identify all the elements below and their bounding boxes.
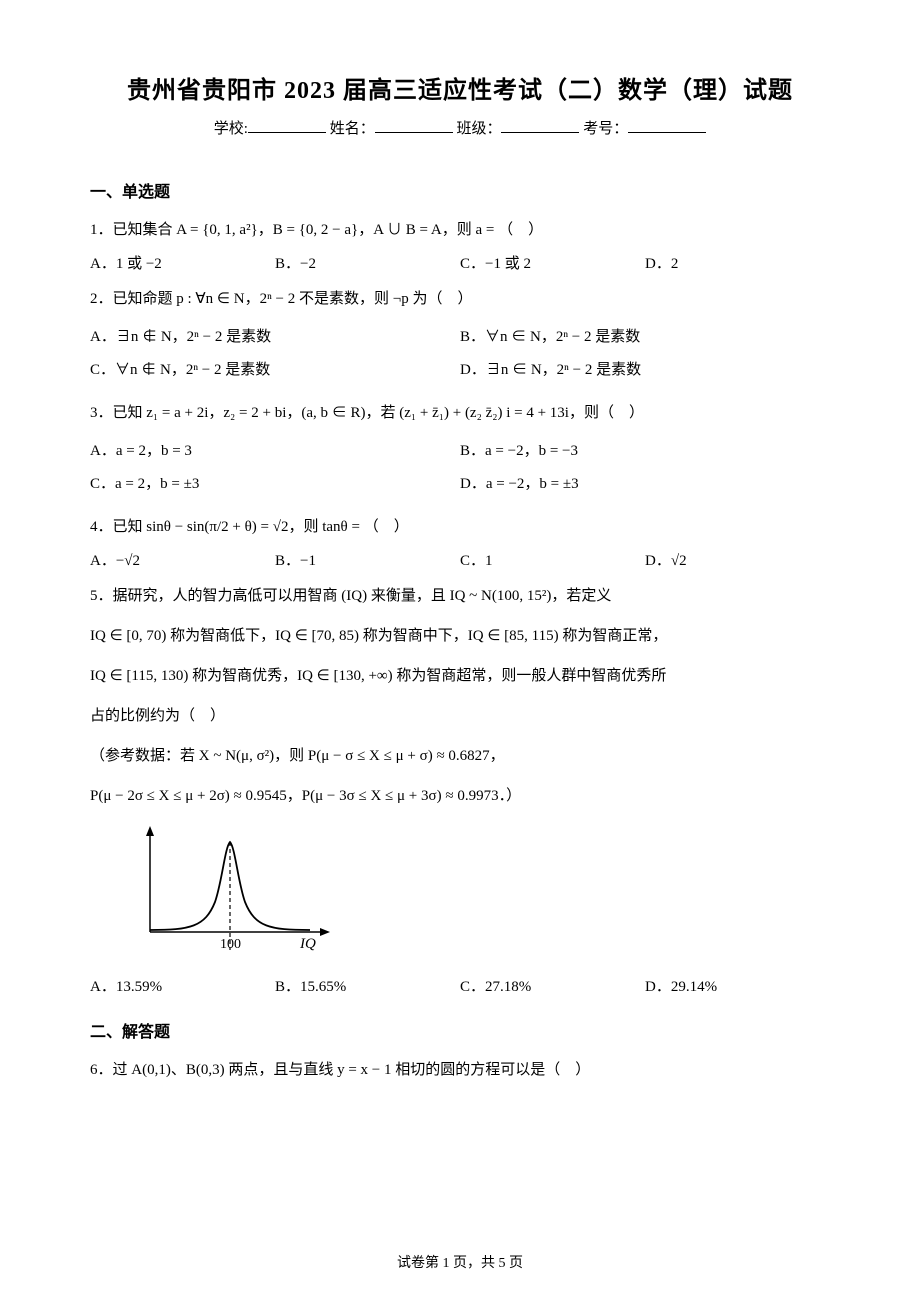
class-blank	[501, 118, 579, 133]
examno-blank	[628, 118, 706, 133]
q5-option-c: C．27.18%	[460, 975, 645, 996]
x-axis-arrow	[320, 928, 330, 936]
question-2-options: A．∃n ∉ N，2ⁿ − 2 是素数 B．∀n ∈ N，2ⁿ − 2 是素数 …	[90, 321, 830, 387]
school-blank	[248, 118, 326, 133]
school-label: 学校:	[214, 121, 248, 137]
q2-option-b: B．∀n ∈ N，2ⁿ − 2 是素数	[460, 321, 830, 354]
name-label: 姓名：	[330, 121, 375, 137]
q5-option-a: A．13.59%	[90, 975, 275, 996]
section-single-choice-title: 一、单选题	[90, 178, 830, 202]
q1-option-c: C．−1 或 2	[460, 252, 645, 273]
q1-option-d: D．2	[645, 252, 830, 273]
question-5-line4: 占的比例约为（ ）	[90, 698, 830, 734]
examno-label: 考号：	[583, 121, 628, 137]
question-1-stem: 1．已知集合 A = {0, 1, a²}，B = {0, 2 − a}，A ∪…	[90, 212, 830, 248]
question-6-stem: 6．过 A(0,1)、B(0,3) 两点，且与直线 y = x − 1 相切的圆…	[90, 1052, 830, 1088]
question-1-options: A．1 或 −2 B．−2 C．−1 或 2 D．2	[90, 252, 830, 273]
q5-option-b: B．15.65%	[275, 975, 460, 996]
mean-label: 100	[220, 937, 241, 952]
x-axis-label: IQ	[299, 936, 316, 952]
question-5-ref2: P(μ − 2σ ≤ X ≤ μ + 2σ) ≈ 0.9545，P(μ − 3σ…	[90, 778, 830, 814]
q3-option-b: B．a = −2，b = −3	[460, 435, 830, 468]
page-title: 贵州省贵阳市 2023 届高三适应性考试（二）数学（理）试题	[90, 70, 830, 105]
q4-option-a: A．−√2	[90, 549, 275, 570]
question-5-options: A．13.59% B．15.65% C．27.18% D．29.14%	[90, 975, 830, 996]
question-5-ref1: （参考数据：若 X ~ N(μ, σ²)，则 P(μ − σ ≤ X ≤ μ +…	[90, 738, 830, 774]
q2-option-c: C．∀n ∉ N，2ⁿ − 2 是素数	[90, 354, 460, 387]
q5-option-d: D．29.14%	[645, 975, 830, 996]
question-2-stem: 2．已知命题 p : ∀n ∈ N，2ⁿ − 2 不是素数，则 ¬p 为（ ）	[90, 281, 830, 317]
question-4-stem: 4．已知 sinθ − sin(π/2 + θ) = √2，则 tanθ = （…	[90, 509, 830, 545]
q3-option-d: D．a = −2，b = ±3	[460, 468, 830, 501]
normal-distribution-figure: 100 IQ	[120, 822, 830, 967]
question-5-line2: IQ ∈ [0, 70) 称为智商低下，IQ ∈ [70, 85) 称为智商中下…	[90, 618, 830, 654]
q4-option-d: D．√2	[645, 549, 830, 570]
q4-option-b: B．−1	[275, 549, 460, 570]
q3-option-c: C．a = 2，b = ±3	[90, 468, 460, 501]
student-info-row: 学校: 姓名： 班级： 考号：	[90, 117, 830, 138]
section-answer-title: 二、解答题	[90, 1018, 830, 1042]
q1-option-a: A．1 或 −2	[90, 252, 275, 273]
y-axis-arrow	[146, 826, 154, 836]
q2-option-d: D．∃n ∈ N，2ⁿ − 2 是素数	[460, 354, 830, 387]
question-4-options: A．−√2 B．−1 C．1 D．√2	[90, 549, 830, 570]
q2-option-a: A．∃n ∉ N，2ⁿ − 2 是素数	[90, 321, 460, 354]
class-label: 班级：	[456, 121, 501, 137]
q1-option-b: B．−2	[275, 252, 460, 273]
q3-option-a: A．a = 2，b = 3	[90, 435, 460, 468]
question-5-line1: 5．据研究，人的智力高低可以用智商 (IQ) 来衡量，且 IQ ~ N(100,…	[90, 578, 830, 614]
q4-option-c: C．1	[460, 549, 645, 570]
question-3-stem: 3．已知 z₁ = a + 2i，z₂ = 2 + bi，(a, b ∈ R)，…	[90, 395, 830, 431]
normal-curve-svg: 100 IQ	[120, 822, 340, 962]
question-3-options: A．a = 2，b = 3 B．a = −2，b = −3 C．a = 2，b …	[90, 435, 830, 501]
question-5-line3: IQ ∈ [115, 130) 称为智商优秀，IQ ∈ [130, +∞) 称为…	[90, 658, 830, 694]
name-blank	[375, 118, 453, 133]
page-footer: 试卷第 1 页，共 5 页	[0, 1252, 920, 1272]
